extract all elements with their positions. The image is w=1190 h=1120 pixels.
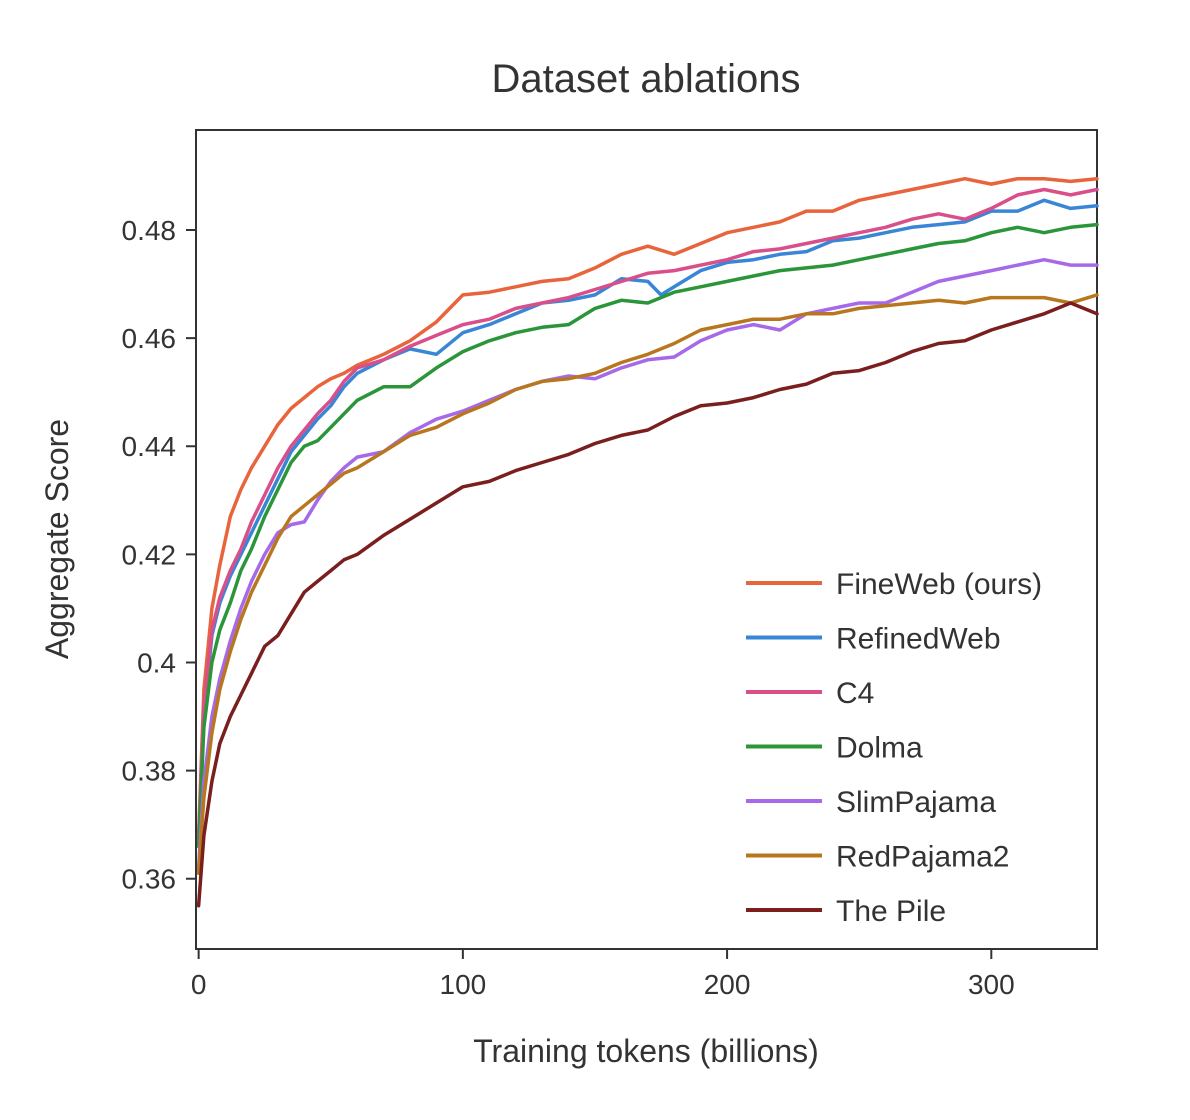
legend-item: Dolma [746, 732, 923, 765]
legend-item: RefinedWeb [746, 623, 1001, 656]
legend-item: The Pile [746, 895, 946, 928]
y-tick-label: 0.44 [122, 431, 177, 462]
x-axis-label: Training tokens (billions) [473, 1033, 819, 1069]
x-axis: 0 100 200 300 [191, 949, 1015, 1000]
plot-area [195, 129, 1099, 950]
legend-label: C4 [836, 677, 874, 710]
legend-item: RedPajama2 [746, 841, 1009, 874]
legend-item: C4 [746, 677, 874, 710]
y-tick-label: 0.48 [122, 215, 177, 246]
legend-label: Dolma [836, 732, 923, 765]
legend-label: FineWeb (ours) [836, 568, 1042, 601]
x-tick-label: 200 [704, 969, 751, 1000]
y-tick-label: 0.42 [122, 539, 177, 570]
y-tick-label: 0.36 [122, 864, 177, 895]
legend-label: RefinedWeb [836, 623, 1001, 656]
x-tick-label: 300 [968, 969, 1015, 1000]
x-tick-label: 100 [440, 969, 487, 1000]
y-tick-label: 0.4 [137, 647, 176, 678]
y-tick-label: 0.38 [122, 756, 177, 787]
legend-label: RedPajama2 [836, 841, 1009, 874]
y-axis-label: Aggregate Score [39, 419, 75, 659]
series-line-redpajama2 [196, 293, 1099, 876]
x-tick-label: 0 [191, 969, 207, 1000]
y-tick-label: 0.46 [122, 323, 177, 354]
chart-title: Dataset ablations [491, 57, 800, 101]
legend: FineWeb (ours) RefinedWeb C4 Dolma SlimPajam… [746, 568, 1042, 928]
series-line-c4 [196, 187, 1099, 843]
legend-item: FineWeb (ours) [746, 568, 1042, 601]
plot-frame [195, 129, 1098, 950]
legend-item: SlimPajama [746, 786, 996, 819]
series-line-the-pile [196, 301, 1099, 908]
series-line-dolma [196, 222, 1099, 849]
series-layer [196, 176, 1099, 908]
y-axis: 0.36 0.38 0.4 0.42 0.44 0.46 0.48 [122, 215, 196, 895]
legend-label: SlimPajama [836, 786, 996, 819]
series-line-fineweb-ours [196, 176, 1099, 838]
legend-label: The Pile [836, 895, 946, 928]
